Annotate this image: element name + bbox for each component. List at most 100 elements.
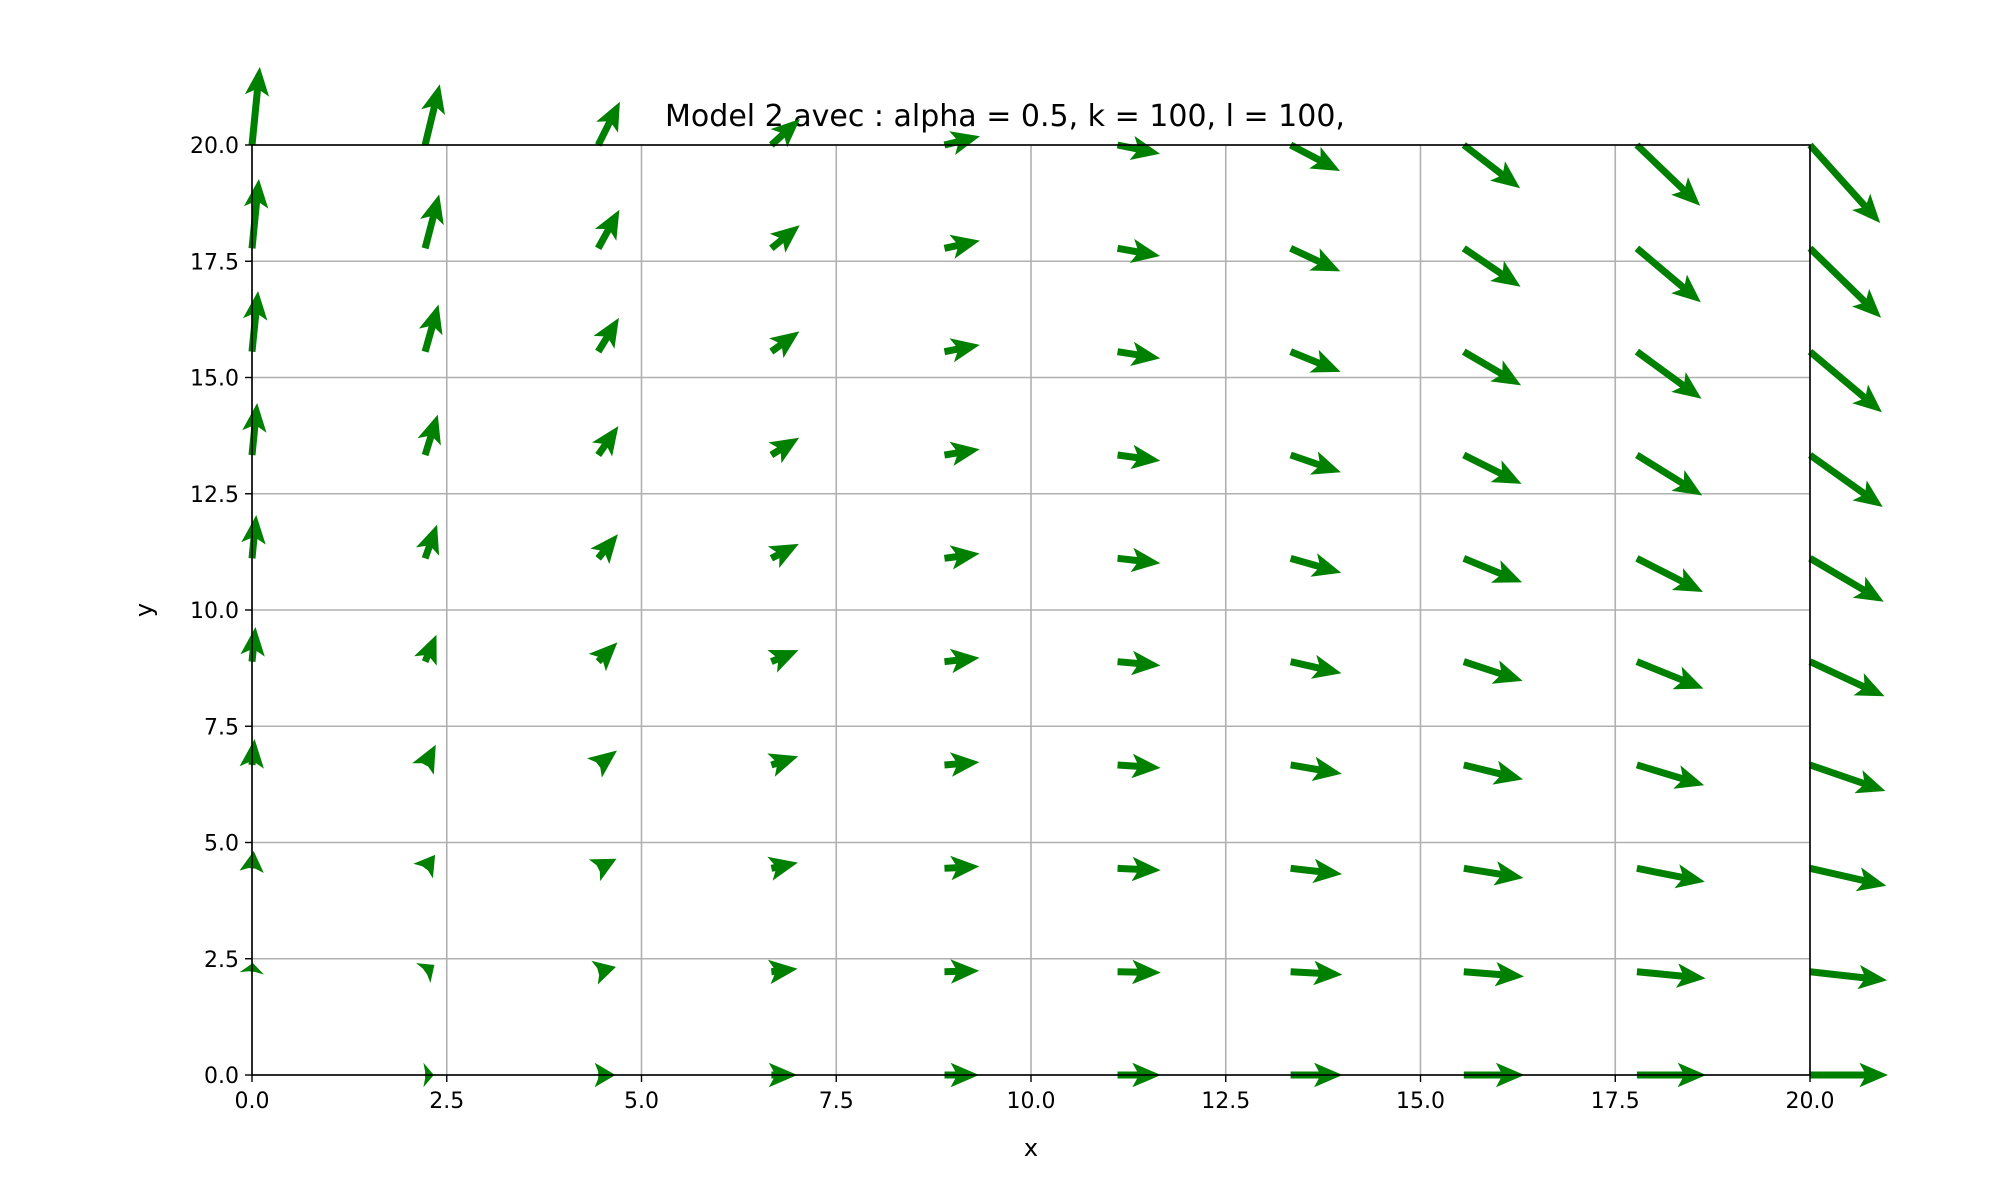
- x-tick-label: 5.0: [624, 1089, 659, 1114]
- vector-arrow: [590, 534, 618, 565]
- vector-arrow: [591, 960, 616, 985]
- vector-arrow: [412, 744, 436, 775]
- vector-arrow: [1807, 349, 1882, 413]
- x-tick-label: 2.5: [429, 1089, 464, 1114]
- vector-arrow: [1117, 341, 1161, 366]
- y-tick-label: 12.5: [190, 483, 239, 508]
- vector-arrow: [420, 194, 444, 250]
- vector-arrow: [767, 753, 799, 777]
- vector-arrow: [241, 515, 266, 559]
- vector-arrow: [943, 131, 980, 155]
- chart-title: Model 2 avec : alpha = 0.5, k = 100, l =…: [665, 99, 1345, 134]
- vector-arrow: [592, 426, 619, 457]
- vector-arrow: [1117, 753, 1161, 779]
- y-tick-label: 0.0: [204, 1064, 239, 1089]
- y-tick-label: 20.0: [190, 134, 239, 159]
- vector-arrow: [421, 84, 445, 146]
- vector-arrow: [944, 648, 980, 674]
- vector-arrow: [1635, 658, 1704, 690]
- x-tick-label: 10.0: [1007, 1089, 1056, 1114]
- vector-arrow: [1461, 245, 1521, 287]
- vector-arrow: [1116, 238, 1161, 263]
- y-tick-label: 2.5: [204, 948, 239, 973]
- vector-arrow: [1117, 959, 1161, 985]
- x-tick-label: 15.0: [1396, 1089, 1445, 1114]
- vector-arrow: [1290, 756, 1342, 781]
- vector-arrow: [1635, 555, 1703, 592]
- vector-arrow: [769, 331, 800, 359]
- vector-arrow: [1289, 451, 1341, 475]
- vector-arrow: [769, 119, 800, 148]
- vector-arrow: [1463, 861, 1524, 886]
- vector-arrow: [944, 545, 980, 570]
- vector-arrow: [1462, 555, 1523, 583]
- vector-arrow: [593, 317, 619, 354]
- vector-arrow: [1810, 1062, 1888, 1088]
- vector-arrow: [1290, 858, 1343, 884]
- vector-arrow: [767, 856, 798, 881]
- x-axis-label: x: [1024, 1134, 1038, 1162]
- x-tick-label: 17.5: [1591, 1089, 1640, 1114]
- vector-arrow: [244, 67, 270, 146]
- vector-arrow: [243, 291, 268, 352]
- vector-arrow: [1807, 245, 1882, 318]
- y-tick-label: 15.0: [190, 367, 239, 392]
- vector-arrow: [1807, 142, 1881, 223]
- vector-arrow: [414, 634, 437, 666]
- y-axis-ticks: 0.0 2.5 5.0 7.5 10.0 12.5 15.0 17.5 20.0: [190, 134, 252, 1089]
- vector-arrow: [1809, 965, 1888, 990]
- vector-arrow: [416, 963, 435, 983]
- vector-arrow: [588, 858, 617, 882]
- vector-arrow: [1289, 348, 1341, 373]
- vector-arrow: [1117, 547, 1161, 573]
- x-tick-label: 7.5: [819, 1089, 854, 1114]
- vector-arrow: [767, 959, 798, 985]
- vector-arrow: [418, 304, 443, 353]
- vector-arrow: [944, 855, 980, 881]
- vector-arrow: [1635, 761, 1705, 789]
- vector-arrow: [1117, 650, 1161, 676]
- vector-arrow: [943, 441, 980, 466]
- vector-arrow: [1808, 658, 1885, 697]
- x-tick-label: 12.5: [1201, 1089, 1250, 1114]
- grid-lines: [251, 144, 1811, 1076]
- vector-arrow: [243, 179, 269, 249]
- vector-arrow: [416, 524, 440, 560]
- vector-arrow: [1634, 142, 1701, 206]
- vector-arrow: [1461, 142, 1521, 189]
- vector-arrow: [1808, 555, 1884, 602]
- vector-arrow: [1289, 245, 1341, 272]
- vector-arrow: [1809, 864, 1887, 892]
- vector-arrow: [1635, 452, 1703, 496]
- vector-arrow: [1808, 452, 1883, 507]
- vector-arrow: [1290, 960, 1343, 986]
- vector-arrow: [1462, 451, 1522, 484]
- y-tick-label: 7.5: [204, 715, 239, 740]
- y-tick-label: 17.5: [190, 250, 239, 275]
- x-tick-label: 20.0: [1786, 1089, 1835, 1114]
- vector-arrow: [1634, 348, 1702, 399]
- vector-arrows: [239, 67, 1888, 1088]
- vector-arrow: [1463, 962, 1524, 987]
- vector-arrow: [1462, 348, 1522, 386]
- vector-arrow: [1117, 444, 1161, 470]
- vector-arrow: [767, 543, 799, 568]
- vector-arrow: [1634, 245, 1701, 303]
- vector-arrow: [588, 642, 618, 672]
- vector-arrow: [1289, 141, 1340, 171]
- y-axis-label: y: [130, 603, 158, 617]
- y-tick-label: 10.0: [190, 599, 239, 624]
- vector-arrow: [944, 752, 980, 777]
- vector-arrow: [943, 338, 980, 363]
- vector-arrow: [413, 854, 436, 879]
- y-tick-label: 5.0: [204, 832, 239, 857]
- vector-arrow: [1289, 654, 1342, 679]
- x-axis-ticks: 0.0 2.5 5.0 7.5 10.0 12.5 15.0 17.5 20.0: [235, 1075, 1835, 1114]
- vector-arrow: [587, 750, 617, 778]
- vector-arrow: [944, 959, 980, 984]
- x-tick-label: 0.0: [235, 1089, 270, 1114]
- vector-arrow: [769, 225, 800, 253]
- vector-arrow: [1463, 760, 1523, 785]
- vector-arrow: [1808, 761, 1886, 794]
